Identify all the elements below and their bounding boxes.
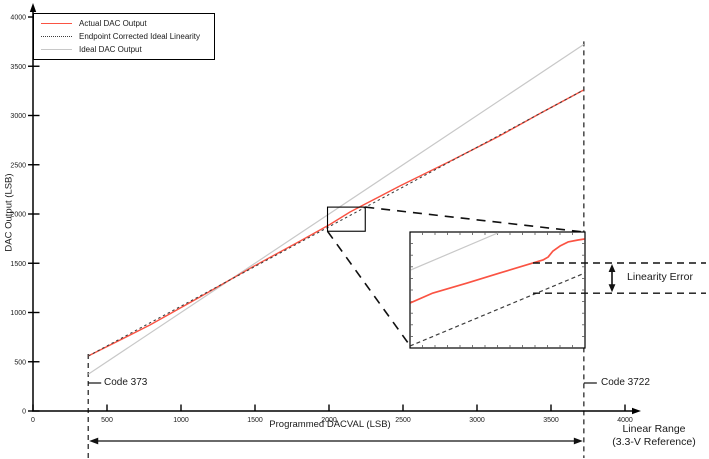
- y-tick-label: 4000: [10, 15, 26, 22]
- chart-legend: Actual DAC Output Endpoint Corrected Ide…: [33, 13, 215, 60]
- arrow-left-icon: [89, 437, 99, 445]
- zoom-leader-bottom: [326, 230, 412, 348]
- inset-line-actual: [410, 238, 585, 304]
- inset-box: [409, 231, 586, 349]
- legend-label-actual: Actual DAC Output: [79, 19, 147, 28]
- y-tick-label: 3500: [10, 64, 26, 71]
- x-tick-label: 3500: [543, 417, 559, 424]
- zoom-region-rect: [326, 206, 366, 232]
- x-tick-label: 500: [101, 417, 113, 424]
- legend-item-ideal: Ideal DAC Output: [41, 43, 210, 56]
- linear-range-line2: (3.3-V Reference): [612, 436, 696, 448]
- series-corrected-line: [87, 89, 585, 357]
- x-axis-arrow-icon: [632, 407, 641, 415]
- y-axis-title: DAC Output (LSB): [3, 173, 15, 252]
- x-tick-label: 2000: [321, 417, 337, 424]
- y-tick-label: 3000: [10, 113, 26, 120]
- zoom-leader-top: [365, 206, 585, 233]
- legend-label-endpoint-corrected: Endpoint Corrected Ideal Linearity: [79, 32, 200, 41]
- y-tick-label: 1000: [10, 310, 26, 317]
- x-tick-label: 0: [31, 417, 35, 424]
- series-ideal-line: [87, 43, 585, 375]
- series-actual-line: [87, 89, 585, 357]
- linear-range-line1: Linear Range: [622, 423, 686, 435]
- y-axis-arrow-icon: [29, 3, 37, 12]
- x-tick-label: 2500: [395, 417, 411, 424]
- legend-swatch-ideal: [41, 49, 72, 50]
- arrow-down-icon: [608, 284, 616, 293]
- legend-item-endpoint-corrected: Endpoint Corrected Ideal Linearity: [41, 30, 210, 43]
- x-tick-label: 1000: [173, 417, 189, 424]
- inset-line-ideal: [410, 232, 501, 271]
- code-min-label: Code 373: [104, 377, 148, 388]
- y-tick-label: 500: [14, 359, 26, 366]
- x-tick-label: 4000: [617, 417, 633, 424]
- x-axis-title: Programmed DACVAL (LSB): [269, 419, 391, 430]
- y-tick-label: 1500: [10, 261, 26, 268]
- y-tick-label: 2500: [10, 162, 26, 169]
- linearity-error-label: Linearity Error: [627, 271, 693, 283]
- y-tick-label: 2000: [10, 212, 26, 219]
- y-tick-label: 0: [22, 409, 26, 416]
- x-tick-label: 1500: [247, 417, 263, 424]
- legend-swatch-endpoint-corrected: [41, 36, 72, 37]
- linear-range-label: Linear Range (3.3-V Reference): [598, 423, 709, 449]
- inset-content: [410, 232, 585, 347]
- legend-item-actual: Actual DAC Output: [41, 17, 210, 30]
- arrow-right-icon: [573, 437, 583, 445]
- legend-label-ideal: Ideal DAC Output: [79, 45, 142, 54]
- inset-line-corrected: [410, 272, 585, 347]
- x-tick-label: 3000: [469, 417, 485, 424]
- code-max-label: Code 3722: [601, 377, 650, 388]
- arrow-up-icon: [608, 264, 616, 272]
- legend-swatch-actual: [41, 23, 72, 24]
